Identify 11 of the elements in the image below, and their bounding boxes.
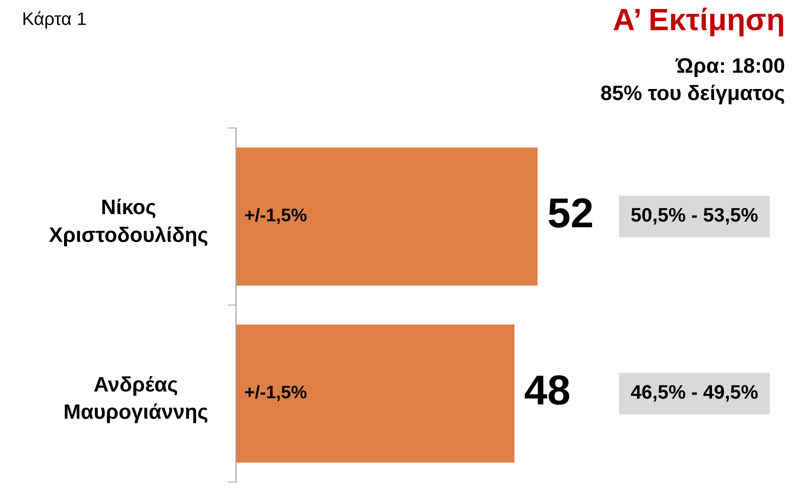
- text: Α’ Εκτίμηση: [614, 8, 784, 36]
- annotation: +/-1,5%: [245, 208, 307, 224]
- annotation: +/-1,5%: [245, 385, 307, 402]
- text: 50,5% - 53,5%: [631, 208, 758, 225]
- y-tick-label: Ανδρέας Μαυρογιάννης: [64, 376, 208, 424]
- text: Ώρα: 18:00 85% του δείγματος: [601, 58, 784, 104]
- y-tick-label: Νίκος Χριστοδουλίδης: [49, 198, 208, 246]
- text: Κάρτα 1: [23, 11, 86, 29]
- text: 46,5% - 49,5%: [630, 385, 758, 402]
- data-label: 52: [548, 198, 592, 228]
- data-label: 48: [524, 375, 570, 405]
